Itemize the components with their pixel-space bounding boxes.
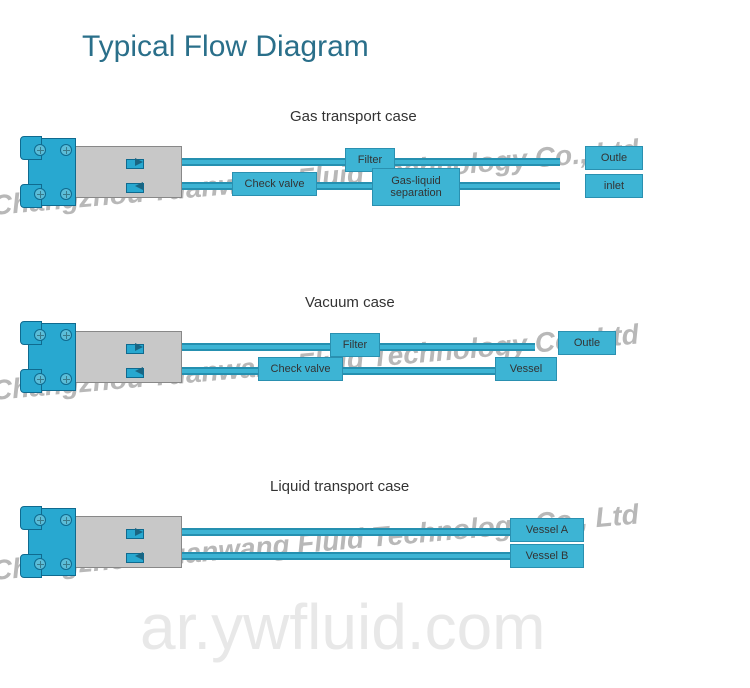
flow-box: Filter xyxy=(330,333,380,357)
screw-icon xyxy=(34,329,46,341)
screw-icon xyxy=(60,188,72,200)
flow-tube xyxy=(125,552,510,560)
screw-icon xyxy=(34,144,46,156)
screw-icon xyxy=(34,188,46,200)
flow-box: Vessel A xyxy=(510,518,584,542)
case-subtitle: Vacuum case xyxy=(305,294,395,311)
flow-arrow-icon xyxy=(135,528,143,536)
screw-icon xyxy=(60,558,72,570)
page-title: Typical Flow Diagram xyxy=(82,30,369,64)
flow-tube xyxy=(125,182,560,190)
flow-box: Gas-liquid separation xyxy=(372,168,460,206)
flow-box: Vessel B xyxy=(510,544,584,568)
screw-icon xyxy=(34,558,46,570)
screw-icon xyxy=(34,373,46,385)
screw-icon xyxy=(60,144,72,156)
flow-arrow-icon xyxy=(135,343,143,351)
screw-icon xyxy=(60,514,72,526)
flow-arrow-icon xyxy=(135,367,143,375)
case-subtitle: Liquid transport case xyxy=(270,478,409,495)
case-subtitle: Gas transport case xyxy=(290,108,417,125)
flow-box: Vessel xyxy=(495,357,557,381)
flow-box: Check valve xyxy=(232,172,317,196)
flow-arrow-icon xyxy=(135,158,143,166)
flow-arrow-icon xyxy=(135,552,143,560)
screw-icon xyxy=(34,514,46,526)
flow-box: inlet xyxy=(585,174,643,198)
flow-box: Check valve xyxy=(258,357,343,381)
flow-tube xyxy=(125,158,560,166)
url-watermark: ar.ywfluid.com xyxy=(140,590,545,664)
flow-tube xyxy=(125,528,510,536)
flow-arrow-icon xyxy=(135,182,143,190)
screw-icon xyxy=(60,329,72,341)
flow-box: Outle xyxy=(585,146,643,170)
flow-box: Outle xyxy=(558,331,616,355)
screw-icon xyxy=(60,373,72,385)
